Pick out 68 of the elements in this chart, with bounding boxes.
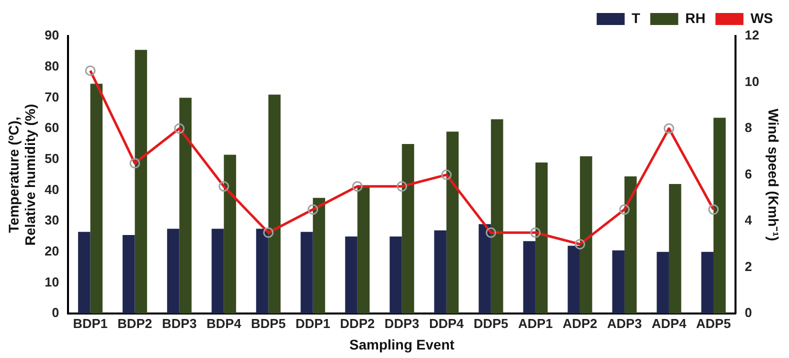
- bar: [478, 224, 491, 314]
- x-tick-label: BDP4: [206, 316, 242, 331]
- bar: [78, 232, 90, 314]
- bar: [624, 176, 637, 314]
- x-axis-title: Sampling Event: [349, 336, 455, 352]
- y2-tick-label: 10: [744, 74, 760, 89]
- bar: [90, 84, 103, 314]
- bar: [357, 187, 370, 314]
- y2-tick-label: 2: [744, 258, 752, 274]
- bar: [568, 246, 580, 314]
- y-tick-label: 0: [52, 305, 60, 320]
- legend-label: T: [632, 10, 641, 26]
- bar: [446, 132, 459, 314]
- y2-tick-label: 0: [744, 305, 752, 320]
- y2-tick-label: 6: [744, 166, 752, 182]
- y-axis-title: Temperature (ºC), Relative humidity (%): [5, 104, 38, 246]
- bar: [580, 156, 592, 314]
- bar: [212, 228, 224, 314]
- bar: [345, 236, 358, 314]
- bar: [179, 98, 192, 314]
- legend-label: WS: [750, 10, 774, 26]
- bar: [256, 228, 268, 314]
- x-tick-label: ADP1: [518, 316, 553, 331]
- bar: [122, 234, 135, 314]
- bar: [268, 94, 281, 314]
- x-tick-label: DDP4: [429, 316, 465, 331]
- bar: [224, 154, 236, 314]
- y-tick-label: 10: [44, 274, 60, 290]
- x-tick-label: DDP3: [384, 316, 420, 331]
- y-tick-label: 70: [44, 89, 60, 104]
- x-tick-label: BDP5: [251, 316, 286, 331]
- bar: [167, 228, 180, 314]
- x-tick-label: ADP4: [652, 316, 688, 331]
- y-tick-label: 90: [44, 28, 60, 43]
- x-tick-label: ADP3: [607, 316, 642, 331]
- bar: [402, 144, 414, 314]
- x-tick-label: BDP3: [162, 316, 197, 331]
- x-tick-label: DDP5: [474, 316, 508, 331]
- y-tick-label: 40: [44, 182, 60, 197]
- y2-tick-label: 12: [744, 28, 760, 43]
- bar: [535, 162, 548, 314]
- bar: [668, 184, 682, 314]
- x-tick-label: DDP2: [340, 316, 375, 331]
- bar: [713, 118, 726, 314]
- y-tick-label: 20: [44, 243, 60, 258]
- bar: [490, 119, 504, 314]
- y-tick-label: 50: [44, 150, 60, 166]
- x-tick-label: DDP1: [296, 316, 330, 331]
- bar: [656, 252, 669, 314]
- bar: [134, 50, 148, 314]
- bar: [300, 232, 313, 314]
- bar: [312, 198, 326, 314]
- y-tick-label: 80: [44, 58, 60, 74]
- x-tick-label: BDP2: [117, 316, 152, 331]
- y2-tick-label: 8: [744, 120, 752, 136]
- bar: [612, 250, 624, 314]
- x-tick-label: BDP1: [72, 316, 108, 331]
- y-tick-label: 30: [44, 212, 60, 228]
- bar: [434, 230, 446, 314]
- y2-tick-label: 4: [744, 212, 753, 228]
- bar: [390, 236, 402, 314]
- x-tick-label: ADP2: [562, 316, 598, 331]
- bar: [701, 252, 714, 314]
- legend-label: RH: [685, 10, 706, 26]
- y-tick-label: 60: [44, 120, 60, 136]
- bar: [523, 241, 536, 314]
- y2-axis-title: Wind speed (Kmh⁻¹): [766, 108, 782, 242]
- x-tick-label: ADP5: [696, 316, 731, 331]
